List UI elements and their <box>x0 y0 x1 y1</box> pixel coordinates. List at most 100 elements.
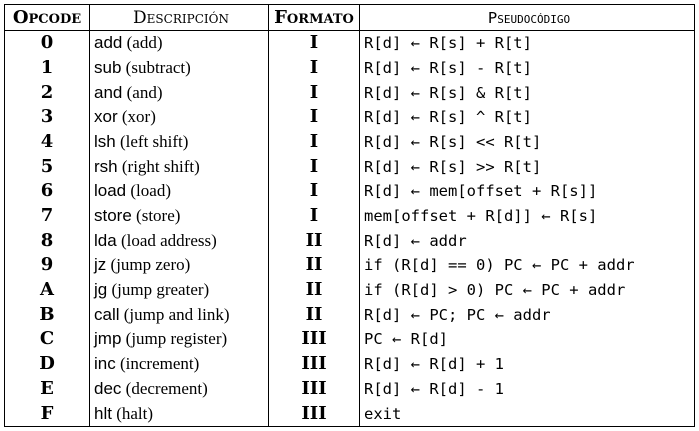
mnemonic: sub <box>94 58 122 78</box>
mnemonic: rsh <box>94 156 118 176</box>
description-cell: xor (xor) <box>89 105 269 130</box>
opcode-cell: 7 <box>4 203 90 229</box>
opcode-cell: 0 <box>4 30 90 56</box>
opcode-cell: D <box>4 351 90 377</box>
header-pseudocode: Pseudocódigo <box>359 4 695 31</box>
instruction-name: (add) <box>126 33 163 53</box>
mnemonic: hlt <box>94 403 112 423</box>
pseudocode-cell: R[d] ← mem[offset + R[s]] <box>359 179 695 204</box>
format-cell: III <box>268 351 360 377</box>
pseudocode-cell: exit <box>359 401 695 428</box>
format-cell: I <box>268 203 360 229</box>
table-row: 5 rsh (right shift) I R[d] ← R[s] >> R[t] <box>4 154 695 180</box>
description-cell: load (load) <box>89 179 269 204</box>
header-row: Opcode Descripción Formato Pseudocódigo <box>4 4 695 31</box>
pseudocode-cell: mem[offset + R[d]] ← R[s] <box>359 203 695 229</box>
format-cell: III <box>268 401 360 428</box>
instruction-name: (and) <box>126 82 163 102</box>
mnemonic: add <box>94 33 123 53</box>
pseudocode-cell: if (R[d] > 0) PC ← PC + addr <box>359 277 695 303</box>
instruction-name: (xor) <box>121 107 156 127</box>
mnemonic: load <box>94 181 127 201</box>
opcode-cell: 6 <box>4 179 90 204</box>
opcode-cell: 2 <box>4 80 90 106</box>
opcode-cell: 4 <box>4 129 90 155</box>
instruction-name: (left shift) <box>119 132 189 152</box>
description-cell: lda (load address) <box>89 228 269 254</box>
format-cell: I <box>268 105 360 130</box>
opcode-cell: A <box>4 277 90 303</box>
pseudocode-cell: R[d] ← R[s] + R[t] <box>359 30 695 56</box>
mnemonic: jg <box>94 280 108 300</box>
instruction-name: (subtract) <box>125 58 191 78</box>
description-cell: add (add) <box>89 30 269 56</box>
instruction-name: (increment) <box>119 354 200 374</box>
table-row: 2 and (and) I R[d] ← R[s] & R[t] <box>4 80 695 106</box>
format-cell: II <box>268 228 360 254</box>
description-cell: dec (decrement) <box>89 376 269 402</box>
mnemonic: store <box>94 206 132 226</box>
pseudocode-cell: PC ← R[d] <box>359 327 695 352</box>
pseudocode-cell: R[d] ← R[d] - 1 <box>359 376 695 402</box>
format-cell: II <box>268 253 360 278</box>
description-cell: inc (increment) <box>89 351 269 377</box>
header-format: Formato <box>268 4 360 31</box>
format-cell: I <box>268 179 360 204</box>
instruction-name: (load) <box>130 181 171 201</box>
description-cell: rsh (right shift) <box>89 154 269 180</box>
instruction-name: (halt) <box>116 403 154 423</box>
pseudocode-cell: R[d] ← addr <box>359 228 695 254</box>
opcode-cell: 8 <box>4 228 90 254</box>
instruction-name: (jump zero) <box>110 255 191 275</box>
instruction-name: (jump greater) <box>111 280 210 300</box>
mnemonic: inc <box>94 354 116 374</box>
instruction-name: (load address) <box>120 230 217 250</box>
table-body: 0 add (add) I R[d] ← R[s] + R[t] 1 sub (subtr… <box>4 30 695 428</box>
header-description: Descripción <box>89 4 269 31</box>
table-row: 9 jz (jump zero) II if (R[d] == 0) PC ← PC … <box>4 253 695 278</box>
format-cell: I <box>268 154 360 180</box>
format-cell: I <box>268 80 360 106</box>
description-cell: call (jump and link) <box>89 302 269 328</box>
opcode-cell: F <box>4 401 90 428</box>
description-cell: hlt (halt) <box>89 401 269 428</box>
opcode-cell: 5 <box>4 154 90 180</box>
pseudocode-cell: R[d] ← R[s] ^ R[t] <box>359 105 695 130</box>
instruction-name: (jump and link) <box>123 304 230 324</box>
instruction-name: (right shift) <box>121 156 200 176</box>
pseudocode-cell: R[d] ← R[s] - R[t] <box>359 55 695 81</box>
instruction-name: (store) <box>136 206 181 226</box>
description-cell: lsh (left shift) <box>89 129 269 155</box>
mnemonic: jmp <box>94 329 122 349</box>
format-cell: III <box>268 376 360 402</box>
table-row: 8 lda (load address) II R[d] ← addr <box>4 228 695 254</box>
instruction-name: (decrement) <box>125 378 208 398</box>
mnemonic: xor <box>94 107 118 127</box>
description-cell: sub (subtract) <box>89 55 269 81</box>
table-row: 4 lsh (left shift) I R[d] ← R[s] << R[t] <box>4 129 695 155</box>
description-cell: jg (jump greater) <box>89 277 269 303</box>
format-cell: III <box>268 327 360 352</box>
opcode-cell: E <box>4 376 90 402</box>
description-cell: jmp (jump register) <box>89 327 269 352</box>
pseudocode-cell: R[d] ← R[s] >> R[t] <box>359 154 695 180</box>
opcode-cell: C <box>4 327 90 352</box>
mnemonic: jz <box>94 255 107 275</box>
opcode-cell: B <box>4 302 90 328</box>
format-cell: II <box>268 277 360 303</box>
header-opcode: Opcode <box>4 4 90 31</box>
pseudocode-cell: if (R[d] == 0) PC ← PC + addr <box>359 253 695 278</box>
format-cell: II <box>268 302 360 328</box>
mnemonic: lda <box>94 230 117 250</box>
opcode-cell: 1 <box>4 55 90 81</box>
pseudocode-cell: R[d] ← R[s] << R[t] <box>359 129 695 155</box>
description-cell: jz (jump zero) <box>89 253 269 278</box>
opcode-table: Opcode Descripción Formato Pseudocódigo … <box>4 4 695 428</box>
description-cell: store (store) <box>89 203 269 229</box>
opcode-cell: 3 <box>4 105 90 130</box>
